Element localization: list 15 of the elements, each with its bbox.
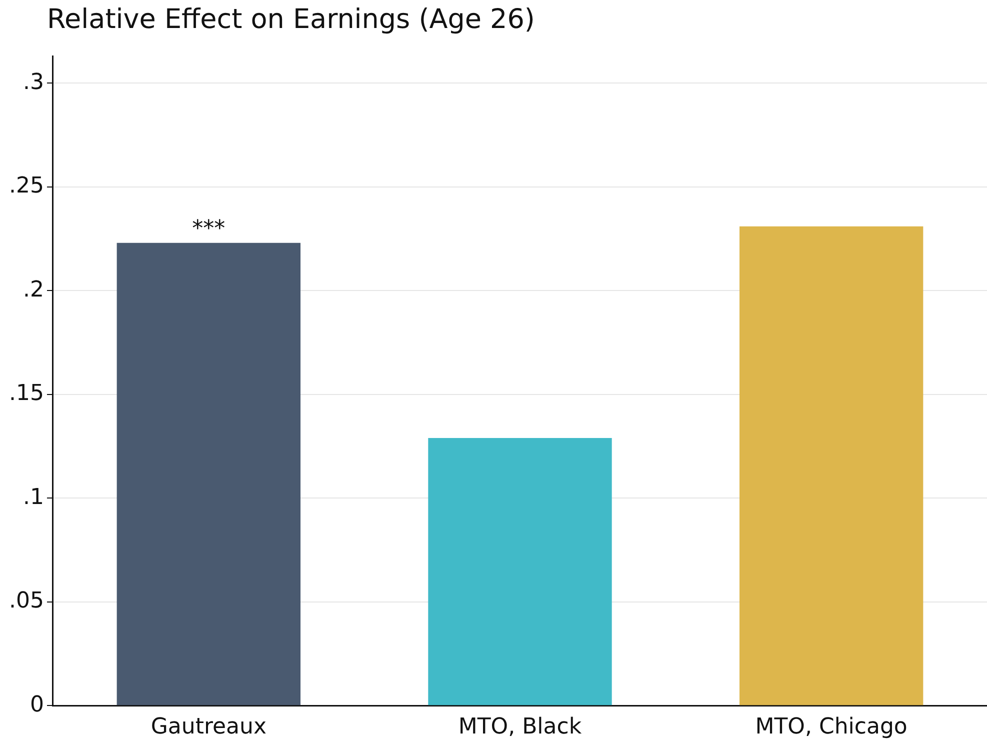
y-tick-label: .25 xyxy=(8,174,44,199)
bar xyxy=(428,438,612,706)
y-tick-label: .2 xyxy=(22,277,44,302)
y-tick-label: .15 xyxy=(8,381,44,406)
y-tick-label: .3 xyxy=(22,70,44,95)
x-tick-label: Gautreaux xyxy=(150,714,266,740)
x-tick-label: MTO, Black xyxy=(458,714,582,740)
x-tick-label: MTO, Chicago xyxy=(755,714,908,740)
y-tick-label: .1 xyxy=(22,484,44,510)
bar xyxy=(739,226,924,706)
annotation: *** xyxy=(192,216,226,242)
chart-title: Relative Effect on Earnings (Age 26) xyxy=(47,4,535,35)
y-tick-label: 0 xyxy=(30,692,44,718)
bar xyxy=(116,242,300,706)
y-tick-label: .05 xyxy=(8,588,44,614)
